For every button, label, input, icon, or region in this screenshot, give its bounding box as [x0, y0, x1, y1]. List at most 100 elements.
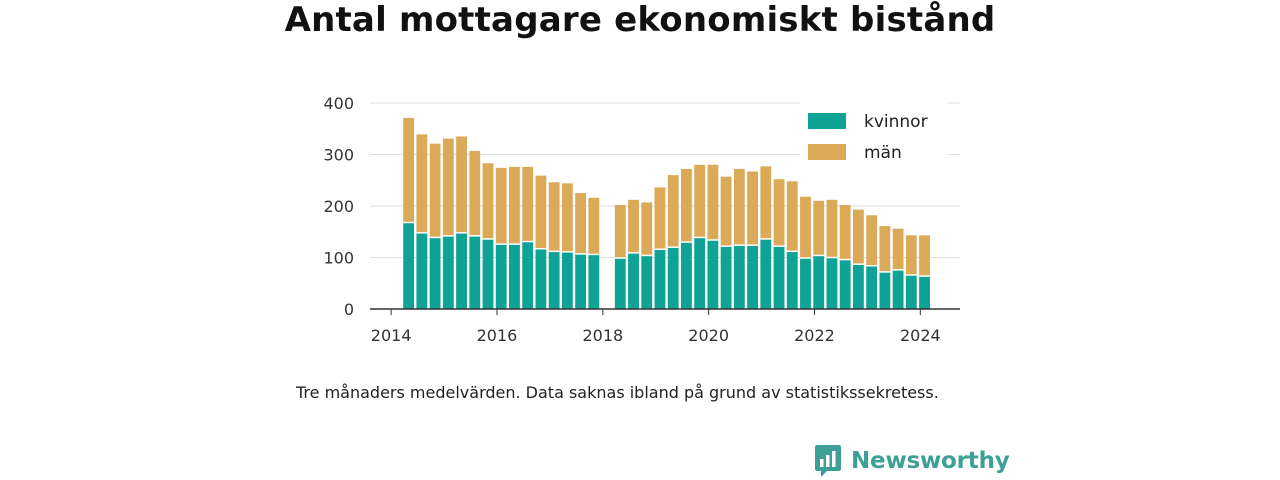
bar-män	[813, 200, 825, 256]
bar-män	[879, 226, 891, 272]
legend-label: kvinnor	[864, 112, 928, 132]
y-tick-label: 100	[323, 249, 354, 268]
bar-kvinnor	[866, 265, 878, 309]
bar-män	[760, 166, 772, 239]
bar-män	[733, 168, 745, 246]
x-tick-label: 2014	[371, 326, 412, 345]
bar-män	[892, 228, 904, 270]
brand-name: Newsworthy	[851, 448, 1010, 474]
bar-män	[442, 138, 454, 236]
x-tick-label: 2024	[900, 326, 941, 345]
bar-män	[839, 204, 851, 260]
bar-män	[429, 143, 441, 238]
bar-kvinnor	[614, 258, 626, 309]
bar-kvinnor	[654, 249, 666, 309]
bars	[403, 117, 930, 309]
bar-män	[575, 193, 587, 254]
bar-män	[786, 181, 798, 252]
bar-kvinnor	[535, 248, 547, 309]
bar-män	[628, 199, 639, 253]
bar-kvinnor	[826, 257, 838, 309]
axes: 0 100 200 300 400 2014 2016 2018 2020 2022 2024	[323, 94, 960, 345]
bar-kvinnor	[694, 237, 706, 309]
bar-kvinnor	[641, 255, 653, 309]
bar-män	[482, 163, 494, 239]
y-tick-label: 0	[344, 300, 354, 319]
bar-kvinnor	[456, 232, 467, 309]
bar-män	[456, 136, 467, 233]
bar-män	[403, 117, 415, 223]
bar-kvinnor	[760, 238, 772, 309]
bar-män	[522, 166, 534, 242]
bar-kvinnor	[403, 222, 415, 309]
bar-kvinnor	[588, 254, 600, 309]
bar-män	[747, 171, 758, 246]
bar-män	[561, 183, 573, 252]
legend-label: män	[864, 143, 902, 163]
bar-män	[773, 179, 785, 247]
bar-män	[469, 150, 481, 236]
bar-män	[681, 168, 692, 243]
bar-män	[535, 175, 547, 249]
bar-män	[495, 167, 507, 245]
bar-kvinnor	[839, 259, 851, 309]
bar-kvinnor	[522, 241, 534, 309]
bar-kvinnor	[469, 235, 481, 309]
y-tick-label: 300	[323, 146, 354, 165]
bar-män	[852, 209, 864, 265]
bar-män	[588, 197, 600, 255]
bar-kvinnor	[919, 276, 930, 309]
bar-män	[905, 235, 917, 276]
bar-män	[654, 187, 666, 250]
bar-kvinnor	[773, 246, 785, 309]
bar-kvinnor	[509, 244, 520, 309]
bar-kvinnor	[548, 251, 560, 309]
chart-title: Antal mottagare ekonomiskt bistånd	[284, 0, 996, 40]
bar-män	[707, 164, 719, 240]
bar-män	[919, 235, 930, 277]
chart-note: Tre månaders medelvärden. Data saknas ib…	[296, 383, 939, 402]
bar-män	[667, 175, 679, 248]
legend-swatch	[808, 144, 846, 160]
bar-kvinnor	[720, 246, 732, 309]
bar-män	[614, 204, 626, 259]
bar-kvinnor	[681, 242, 692, 309]
bar-kvinnor	[495, 244, 507, 309]
bar-män	[800, 196, 811, 259]
bar-kvinnor	[905, 275, 917, 309]
bar-kvinnor	[879, 271, 891, 309]
bar-kvinnor	[482, 238, 494, 309]
bar-män	[548, 182, 560, 252]
bar-män	[416, 134, 428, 233]
bar-kvinnor	[800, 258, 811, 309]
x-tick-label: 2018	[582, 326, 623, 345]
bar-kvinnor	[786, 251, 798, 309]
bar-kvinnor	[667, 247, 679, 309]
bar-kvinnor	[575, 253, 587, 309]
bar-män	[641, 202, 653, 256]
bar-kvinnor	[747, 245, 758, 309]
x-tick-label: 2022	[794, 326, 835, 345]
bar-kvinnor	[628, 252, 639, 309]
bar-män	[509, 166, 520, 245]
bar-kvinnor	[707, 239, 719, 309]
legend-swatch	[808, 113, 846, 129]
bar-män	[720, 176, 732, 247]
bar-kvinnor	[429, 237, 441, 309]
bar-kvinnor	[561, 251, 573, 309]
brand-logo[interactable]: Newsworthy	[814, 444, 1010, 478]
bar-kvinnor	[813, 255, 825, 309]
x-tick-label: 2020	[688, 326, 729, 345]
y-tick-label: 400	[323, 94, 354, 113]
bar-kvinnor	[733, 245, 745, 309]
y-tick-label: 200	[323, 197, 354, 216]
bar-män	[694, 164, 706, 238]
chat-bars-icon	[815, 445, 841, 477]
legend: kvinnor män	[800, 100, 948, 166]
bar-män	[866, 215, 878, 266]
bar-kvinnor	[416, 232, 428, 309]
bar-män	[826, 199, 838, 258]
bar-kvinnor	[852, 264, 864, 309]
x-tick-label: 2016	[477, 326, 518, 345]
bar-kvinnor	[442, 235, 454, 309]
